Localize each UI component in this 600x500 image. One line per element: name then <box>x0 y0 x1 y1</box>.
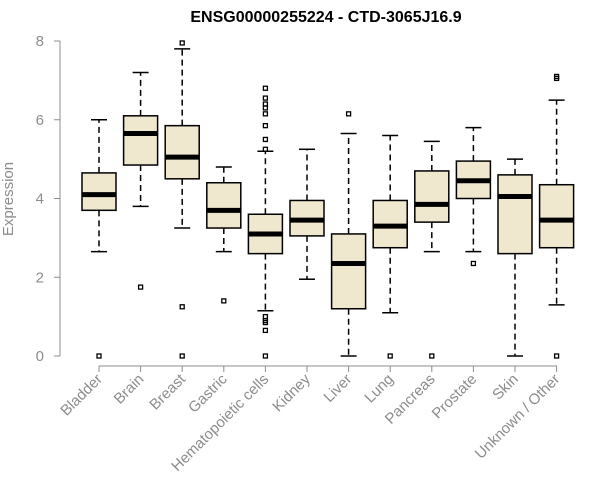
outlier-point <box>262 146 269 152</box>
box-group <box>372 134 408 359</box>
y-tick-label: 0 <box>36 348 44 365</box>
outlier-point <box>179 304 185 310</box>
box-group <box>455 126 492 267</box>
outlier-point <box>221 298 227 304</box>
outlier-point <box>262 353 269 359</box>
outlier-point <box>470 260 477 267</box>
outlier-point <box>262 105 269 111</box>
y-tick-label: 6 <box>36 112 44 129</box>
box-group <box>122 71 159 290</box>
outlier-point <box>262 136 269 143</box>
outlier-point <box>262 327 269 334</box>
box-iqr <box>538 183 575 249</box>
box-iqr <box>497 174 533 255</box>
x-tick-label: Bladder <box>57 371 106 420</box>
box-iqr <box>122 115 159 166</box>
box-iqr <box>164 124 200 180</box>
outlier-point <box>137 284 144 290</box>
box-group <box>289 148 325 280</box>
outlier-point <box>262 123 269 129</box>
outlier-point <box>553 353 560 359</box>
outlier-point <box>262 95 269 101</box>
y-axis-ticks: 0 2 4 6 8 <box>36 33 60 365</box>
outlier-point <box>262 111 269 117</box>
outlier-point <box>96 353 102 359</box>
box-series <box>81 40 575 359</box>
box-group <box>164 40 200 359</box>
box-iqr <box>81 172 117 212</box>
x-tick-label: Prostate <box>429 371 481 423</box>
box-iqr <box>330 233 367 310</box>
box-group <box>247 85 284 359</box>
box-iqr <box>206 182 242 229</box>
box-iqr <box>414 170 450 223</box>
x-tick-label: Liver <box>320 371 355 406</box>
outlier-point <box>262 319 269 326</box>
x-tick-label: Breast <box>146 370 189 413</box>
outlier-point <box>429 353 435 359</box>
outlier-point <box>179 353 185 359</box>
box-group <box>206 166 242 304</box>
outlier-point <box>553 75 560 82</box>
x-tick-label: Kidney <box>269 370 314 415</box>
box-group <box>81 119 117 359</box>
box-group <box>330 111 367 357</box>
y-tick-label: 8 <box>36 33 44 50</box>
y-tick-label: 4 <box>36 191 44 208</box>
y-axis-label: Expression <box>0 162 17 236</box>
outlier-point <box>345 111 352 117</box>
y-tick-label: 2 <box>36 269 44 286</box>
box-group <box>538 73 575 359</box>
outlier-point <box>387 353 393 359</box>
box-group <box>497 158 533 357</box>
x-tick-label: Skin <box>489 371 522 404</box>
outlier-point <box>179 40 185 46</box>
outlier-point <box>262 85 269 91</box>
x-tick-label: Brain <box>111 371 148 408</box>
box-group <box>414 140 450 359</box>
chart-title: ENSG00000255224 - CTD-3065J16.9 <box>190 9 461 26</box>
x-tick-label: Lung <box>361 371 397 407</box>
